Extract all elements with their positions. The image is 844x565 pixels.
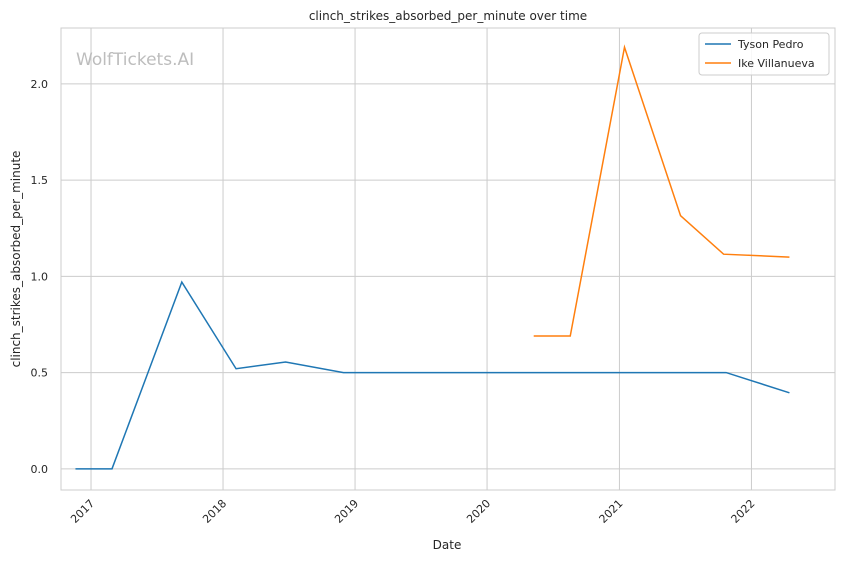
- x-tick-label: 2022: [729, 497, 758, 526]
- legend-label-ike-villanueva: Ike Villanueva: [738, 57, 815, 70]
- x-tick-label: 2018: [200, 497, 229, 526]
- y-tick-label: 1.5: [31, 174, 49, 187]
- series-group: [75, 47, 789, 469]
- y-tick-label: 2.0: [31, 78, 49, 91]
- y-tick-label: 0.0: [31, 463, 49, 476]
- y-axis-label: clinch_strikes_absorbed_per_minute: [9, 151, 23, 368]
- series-line-tyson-pedro: [75, 282, 789, 469]
- legend: Tyson Pedro Ike Villanueva: [699, 33, 829, 75]
- x-tick-label: 2017: [68, 497, 97, 526]
- y-tick-label: 1.0: [31, 270, 49, 283]
- x-tick-label: 2020: [464, 497, 493, 526]
- grid: [61, 28, 835, 490]
- y-ticks: 0.0 0.5 1.0 1.5 2.0: [31, 78, 49, 476]
- x-tick-label: 2019: [332, 497, 361, 526]
- watermark: WolfTickets.AI: [76, 50, 194, 70]
- x-ticks: 2017 2018 2019 2020 2021 2022: [68, 497, 757, 526]
- chart-title: clinch_strikes_absorbed_per_minute over …: [309, 9, 587, 23]
- x-axis-label: Date: [433, 538, 462, 552]
- y-tick-label: 0.5: [31, 367, 49, 380]
- plot-area: [61, 28, 835, 490]
- legend-label-tyson-pedro: Tyson Pedro: [737, 38, 804, 51]
- x-tick-label: 2021: [597, 497, 626, 526]
